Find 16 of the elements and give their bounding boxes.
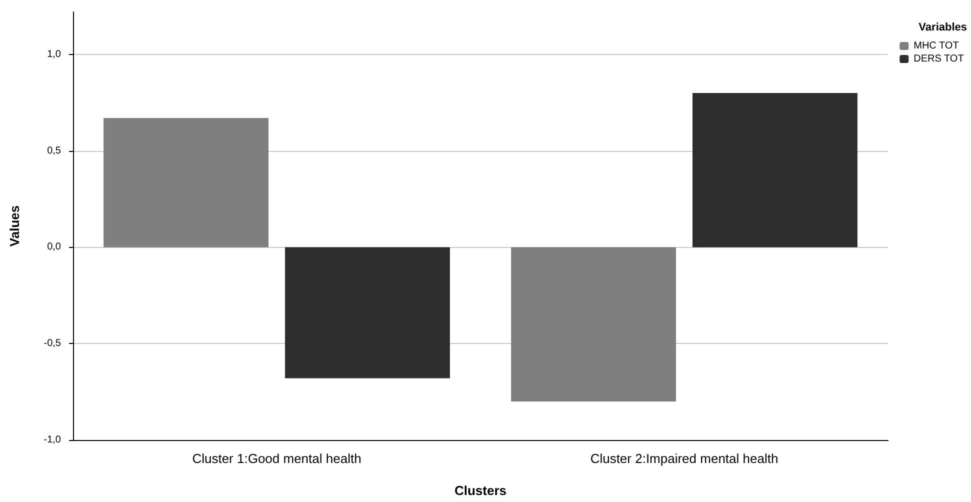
y-tick-label: -0,5 <box>44 338 62 350</box>
legend-label: DERS TOT <box>914 54 964 64</box>
bar <box>511 247 676 402</box>
y-tick-label: -1,0 <box>44 434 62 446</box>
legend-label: MHC TOT <box>914 40 959 52</box>
y-tick-label: 1,0 <box>47 48 62 60</box>
y-tick-label: 0,0 <box>47 242 62 253</box>
bar <box>692 92 858 248</box>
y-tick-label: 0,5 <box>47 145 62 156</box>
x-tick-label: Cluster 1:Good mental health <box>192 451 362 466</box>
legend-title: Variables <box>918 22 968 34</box>
bar <box>104 118 269 248</box>
x-axis-title: Clusters <box>454 483 507 498</box>
bar <box>284 247 450 378</box>
x-tick-label: Cluster 2:Impaired mental health <box>590 451 778 466</box>
y-axis-title: Values <box>7 205 22 247</box>
